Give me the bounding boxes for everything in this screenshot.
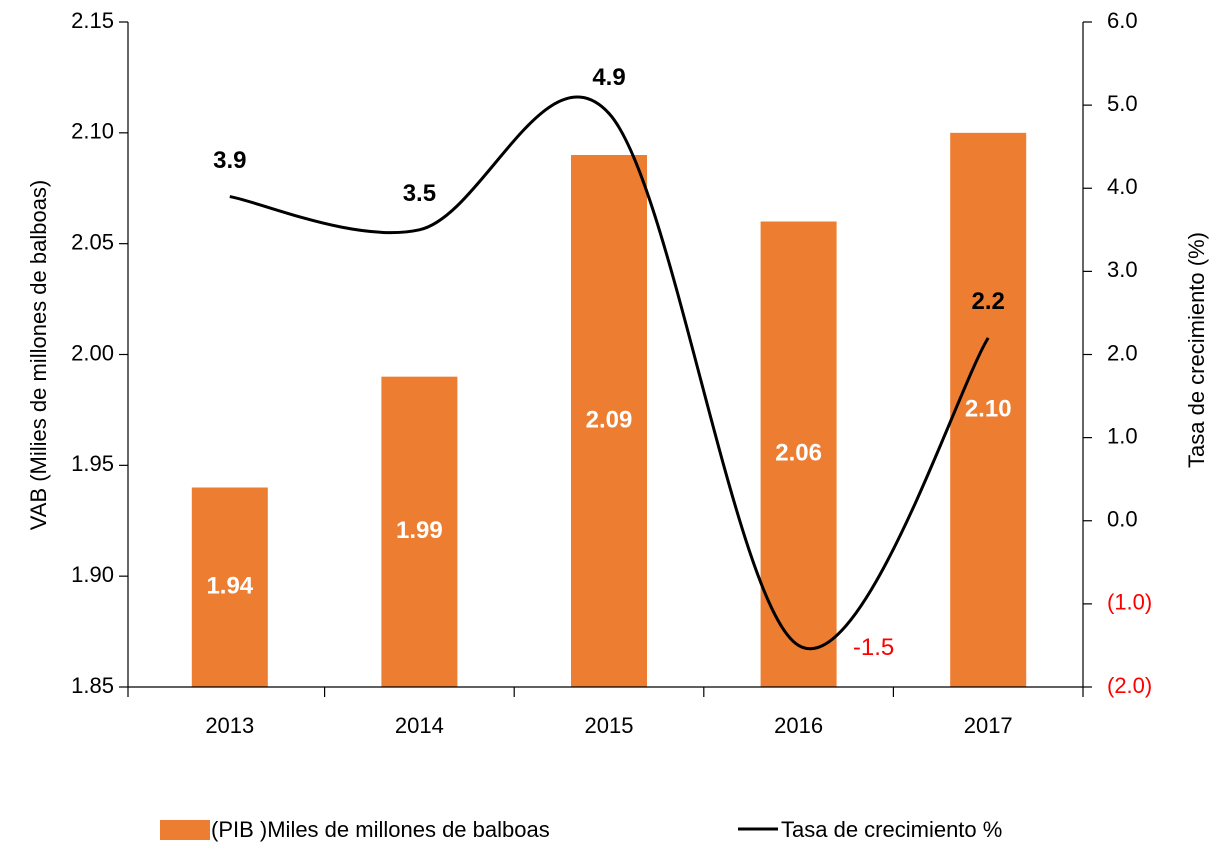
bar-value-label: 2.06 <box>775 440 822 467</box>
bar-value-label: 2.09 <box>586 406 633 433</box>
line-value-label: 2.2 <box>972 288 1005 315</box>
y2-tick-label: 6.0 <box>1107 8 1138 33</box>
legend-label: Tasa de crecimiento % <box>781 817 1002 842</box>
legend-swatch <box>160 820 210 840</box>
bar <box>381 376 458 687</box>
line-value-label: 3.5 <box>403 180 436 207</box>
line <box>229 95 990 651</box>
y2-tick-label: 5.0 <box>1107 91 1138 116</box>
y-tick-label: 2.15 <box>71 8 114 33</box>
x-tick-label: 2017 <box>964 713 1013 738</box>
bar-value-label: 2.10 <box>965 395 1012 422</box>
y2-tick-label: (2.0) <box>1107 673 1152 698</box>
y-tick-label: 1.90 <box>71 562 114 587</box>
y2-tick-label: (1.0) <box>1107 590 1152 615</box>
y2-tick-label: 1.0 <box>1107 423 1138 448</box>
bar-value-label: 1.99 <box>396 517 443 544</box>
y2-axis-title: Tasa de crecimiento (%) <box>1184 232 1209 468</box>
bar-value-label: 1.94 <box>206 573 253 600</box>
y-axis-title: VAB (Milies de millones de balboas) <box>26 180 51 531</box>
x-tick-label: 2014 <box>395 713 444 738</box>
legend-label: (PIB )Miles de millones de balboas <box>211 817 550 842</box>
line-value-label: 3.9 <box>213 147 246 174</box>
y-tick-label: 1.85 <box>71 673 114 698</box>
x-tick-label: 2013 <box>205 713 254 738</box>
y-tick-label: 2.05 <box>71 229 114 254</box>
y2-tick-label: 4.0 <box>1107 174 1138 199</box>
line-value-label: 4.9 <box>592 64 625 91</box>
y2-tick-label: 2.0 <box>1107 340 1138 365</box>
y-tick-label: 2.00 <box>71 340 114 365</box>
bar <box>191 487 268 687</box>
y2-tick-label: 0.0 <box>1107 507 1138 532</box>
y2-tick-label: 3.0 <box>1107 257 1138 282</box>
bar <box>950 132 1027 688</box>
y-tick-label: 1.95 <box>71 451 114 476</box>
y-tick-label: 2.10 <box>71 119 114 144</box>
x-tick-label: 2016 <box>774 713 823 738</box>
line-value-label: -1.5 <box>853 634 894 661</box>
x-tick-label: 2015 <box>585 713 634 738</box>
bar <box>571 155 647 687</box>
